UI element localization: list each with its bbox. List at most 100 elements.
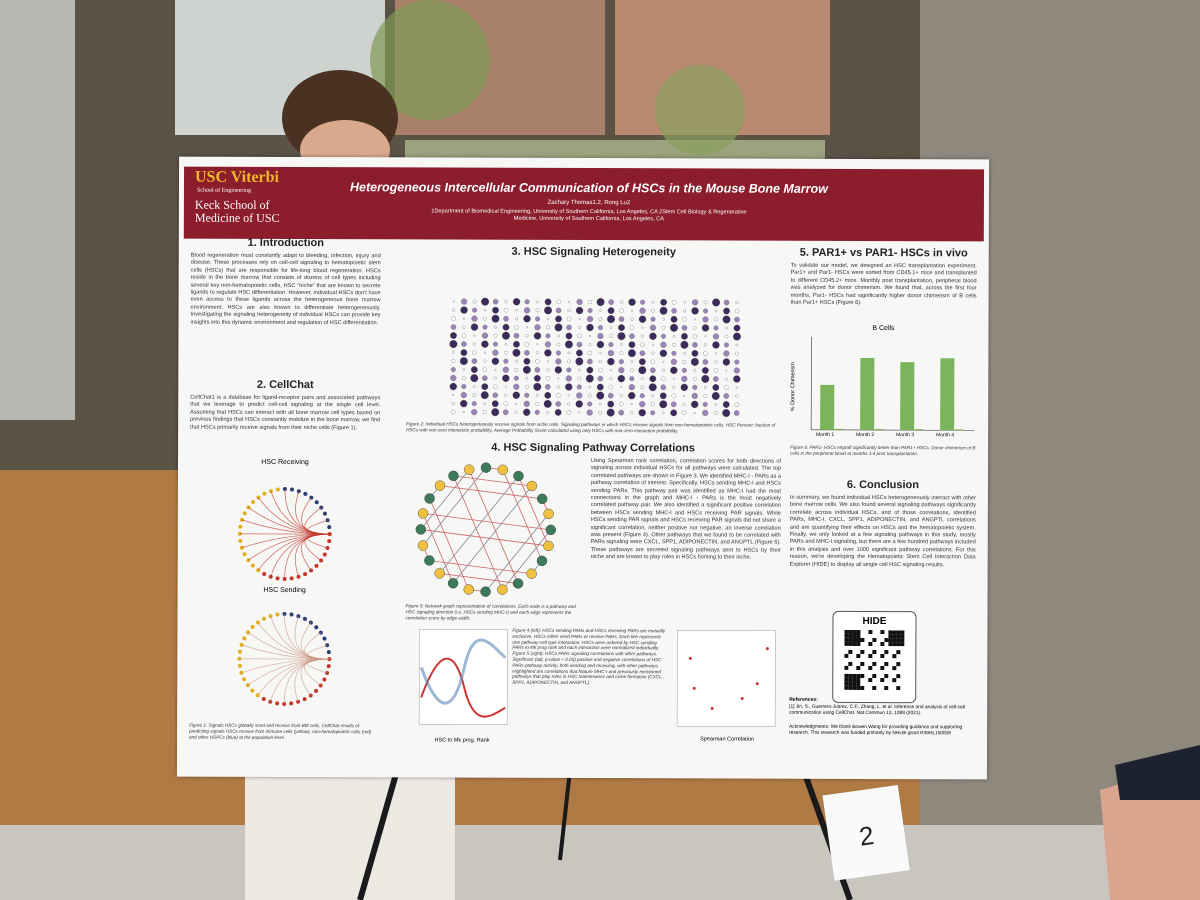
- dot: [609, 369, 612, 372]
- dot: [701, 374, 710, 383]
- qr-cell: [844, 673, 849, 678]
- figure-title: HSC Receiving: [261, 458, 309, 467]
- dot: [630, 317, 634, 321]
- edge: [423, 512, 551, 531]
- dot: [504, 300, 508, 304]
- dot: [461, 341, 467, 347]
- dot: [704, 386, 707, 389]
- node-dot: [296, 614, 301, 619]
- node: [463, 464, 475, 475]
- dot: [618, 324, 625, 331]
- dot: [502, 366, 509, 373]
- dot: [722, 401, 730, 408]
- affiliation: 1Department of Biomedical Engineering, U…: [431, 208, 747, 223]
- point: [710, 706, 714, 710]
- qr-cell: [852, 681, 857, 686]
- qr-cell: [880, 642, 885, 647]
- dot: [471, 401, 477, 407]
- dot: [682, 309, 687, 313]
- dot: [534, 324, 541, 331]
- dot: [546, 317, 550, 321]
- dot: [492, 341, 498, 347]
- dot: [533, 382, 542, 391]
- dot: [576, 298, 583, 306]
- dot: [619, 351, 624, 355]
- node-dot: [275, 612, 280, 617]
- qr-cell: [896, 642, 901, 647]
- node: [497, 464, 509, 476]
- qr-cell: [856, 685, 861, 690]
- node-dot: [268, 574, 273, 579]
- references: [1] Jin, S., Guerrero-Juarez, C.F., Zhan…: [789, 704, 965, 717]
- node-dot: [268, 699, 273, 704]
- dot: [586, 409, 593, 416]
- dot: [524, 342, 530, 347]
- node-dot: [314, 688, 319, 693]
- dot: [524, 350, 530, 356]
- dot: [575, 357, 584, 366]
- edge: [439, 485, 543, 500]
- point: [740, 697, 744, 701]
- chord: [257, 658, 330, 696]
- dot: [638, 315, 647, 323]
- x-axis-label: HSC to Mk prog. Rank: [434, 737, 490, 744]
- dot: [735, 300, 739, 305]
- dot: [587, 350, 593, 356]
- dot: [585, 374, 594, 383]
- dot: [565, 332, 573, 340]
- node-dot: [238, 524, 243, 529]
- node-dot: [268, 614, 273, 619]
- dot: [693, 326, 697, 330]
- dot: [450, 324, 457, 330]
- dot: [650, 316, 656, 322]
- dot: [515, 402, 518, 405]
- dot: [587, 393, 592, 398]
- dot: [671, 300, 677, 305]
- node-dot: [289, 612, 294, 617]
- dot: [619, 401, 624, 407]
- node: [543, 540, 554, 552]
- dot: [682, 410, 687, 416]
- qr-cell: [872, 686, 877, 691]
- node-dot: [275, 487, 280, 492]
- figure-caption: Figure 4 (left): HSCs sending PARs and H…: [512, 627, 666, 686]
- dot: [672, 342, 676, 347]
- node-dot: [289, 576, 294, 581]
- dot: [523, 315, 531, 323]
- qr-cell: [868, 665, 873, 671]
- dot: [567, 351, 571, 355]
- qr-cell: [896, 674, 901, 679]
- dot: [723, 299, 730, 306]
- node-dot: [261, 696, 266, 701]
- qr-cell: [888, 634, 893, 639]
- dot: [587, 401, 593, 407]
- tree: [370, 0, 490, 120]
- dot: [460, 349, 468, 356]
- dot: [701, 367, 709, 374]
- node-dot: [327, 539, 332, 544]
- dot: [724, 377, 728, 381]
- dot: [681, 325, 688, 331]
- dot: [722, 358, 731, 366]
- dot: [691, 350, 699, 357]
- dot: [723, 307, 730, 315]
- scatter-figure: [676, 630, 776, 727]
- dot: [460, 306, 468, 314]
- dot: [640, 385, 645, 390]
- node: [480, 586, 491, 597]
- qr-cell: [844, 633, 849, 638]
- dot: [461, 384, 467, 390]
- dot: [606, 408, 615, 417]
- dot: [651, 394, 655, 397]
- node-dot: [239, 670, 244, 675]
- node: [424, 493, 435, 504]
- dot: [630, 360, 634, 363]
- dot: [662, 360, 665, 363]
- dot: [628, 341, 636, 349]
- qr-cell: [856, 641, 861, 646]
- qr-cell: [872, 662, 877, 667]
- dot: [691, 400, 699, 409]
- dot: [639, 401, 646, 408]
- dot: [693, 411, 696, 414]
